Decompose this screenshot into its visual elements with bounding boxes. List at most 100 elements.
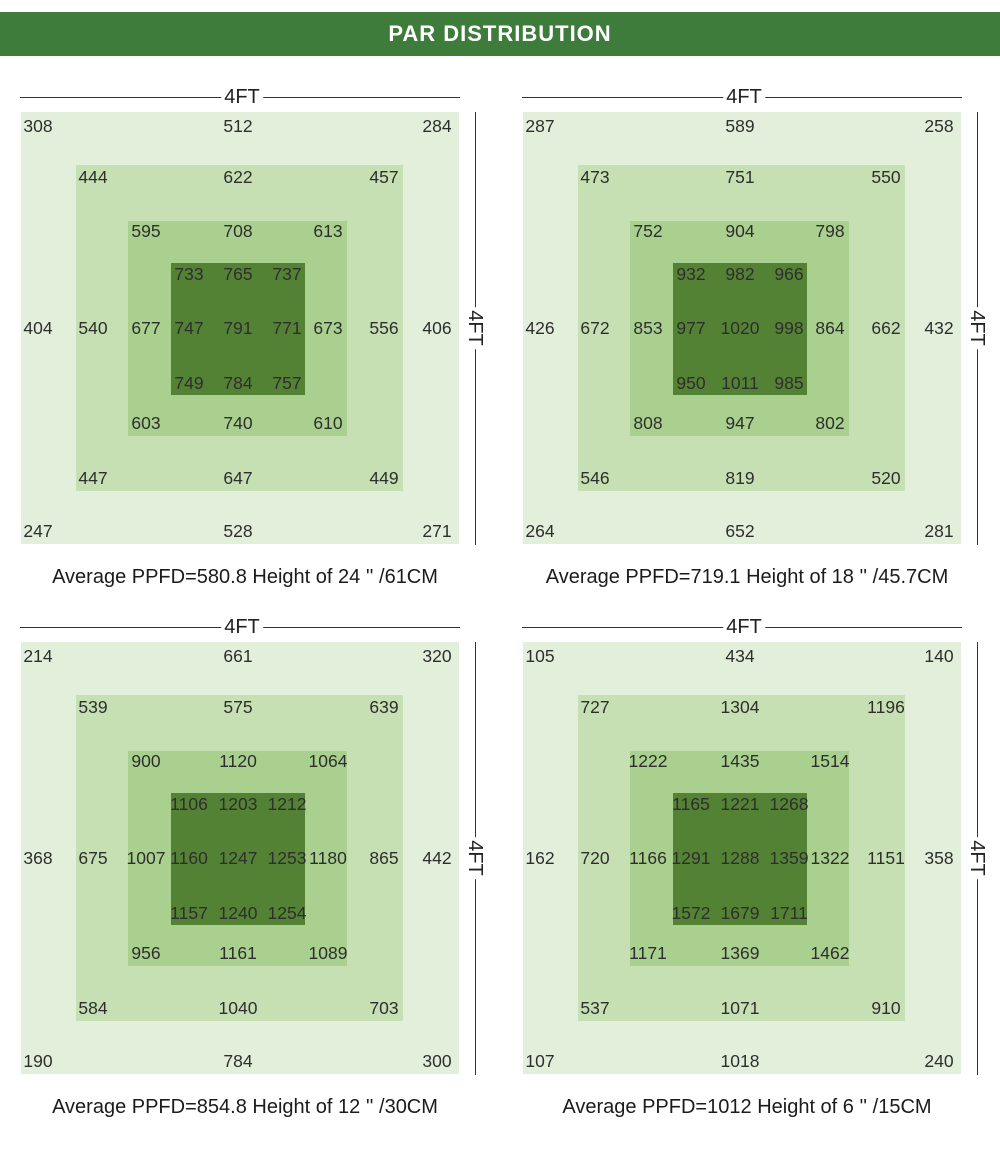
ppfd-value: 1007 [126, 848, 166, 868]
par-map-12in: 4FT 4FT 214 661 320 368 442 190 784 300 539 575 63… [0, 615, 500, 1130]
ppfd-value: 537 [580, 998, 610, 1018]
ppfd-value: 802 [815, 413, 845, 433]
ppfd-value: 675 [78, 848, 108, 868]
ppfd-value: 740 [223, 413, 253, 433]
ppfd-value: 1679 [720, 903, 760, 923]
depth-dimension-label: 4FT [464, 837, 486, 879]
ppfd-value: 1359 [769, 848, 809, 868]
ppfd-value: 1711 [770, 903, 808, 923]
ppfd-value: 426 [525, 318, 555, 338]
ppfd-value: 904 [725, 221, 755, 241]
ppfd-value: 1268 [769, 794, 809, 814]
ppfd-value: 751 [725, 167, 755, 187]
ppfd-value: 308 [23, 116, 53, 136]
ppfd-value: 271 [422, 521, 452, 541]
ppfd-value: 749 [174, 373, 204, 393]
ppfd-value: 765 [223, 264, 253, 284]
width-dimension-label: 4FT [723, 86, 765, 108]
ppfd-value: 1106 [170, 794, 208, 814]
ppfd-value: 747 [174, 318, 204, 338]
ppfd-value: 853 [633, 318, 663, 338]
ppfd-value: 434 [725, 646, 755, 666]
center-zone [171, 263, 305, 395]
width-dimension-label: 4FT [221, 616, 263, 638]
mounting-height: Height of 12 '' /30CM [252, 1096, 438, 1118]
ppfd-value: 447 [78, 468, 108, 488]
ppfd-value: 406 [422, 318, 452, 338]
ppfd-value: 956 [131, 943, 161, 963]
ppfd-value: 449 [369, 468, 399, 488]
ppfd-value: 528 [223, 521, 253, 541]
ppfd-value: 703 [369, 998, 399, 1018]
ppfd-value: 1171 [629, 943, 667, 963]
ppfd-value: 737 [272, 264, 302, 284]
ppfd-value: 950 [676, 373, 706, 393]
ppfd-value: 214 [23, 646, 53, 666]
ppfd-value: 584 [78, 998, 108, 1018]
ppfd-value: 808 [633, 413, 663, 433]
depth-dimension-label: 4FT [966, 837, 988, 879]
ppfd-value: 546 [580, 468, 610, 488]
ppfd-value: 1165 [672, 794, 710, 814]
average-ppfd-caption: Average PPFD=854.8 Height of 12 '' /30CM [0, 1095, 490, 1119]
depth-dimension-label: 4FT [966, 307, 988, 349]
depth-dimension-label: 4FT [464, 307, 486, 349]
ppfd-values: 105 434 140 162 358 107 1018 240 727 1304 1196 720 1… [502, 615, 1000, 1085]
ppfd-value: 1253 [267, 848, 307, 868]
ppfd-value: 1020 [720, 318, 760, 338]
ppfd-value: 432 [924, 318, 954, 338]
ppfd-value: 264 [525, 521, 555, 541]
ppfd-value: 1064 [308, 751, 348, 771]
ppfd-value: 784 [223, 1051, 253, 1071]
ppfd-values: 287 589 258 426 432 264 652 281 473 751 550 672 662 5… [502, 85, 1000, 555]
ppfd-value: 661 [223, 646, 253, 666]
average-ppfd-value: 1012 [707, 1096, 752, 1118]
ppfd-value: 162 [525, 848, 555, 868]
ppfd-value: 520 [871, 468, 901, 488]
ppfd-value: 865 [369, 848, 399, 868]
par-map-24in: 4FT 4FT 308 512 284 404 406 247 528 271 444 622 45… [0, 85, 500, 600]
ppfd-value: 757 [272, 373, 302, 393]
average-ppfd-caption: Average PPFD=719.1 Height of 18 '' /45.7… [502, 565, 992, 589]
ppfd-value: 1254 [267, 903, 307, 923]
ppfd-value: 1435 [720, 751, 760, 771]
ppfd-value: 1222 [628, 751, 668, 771]
average-ppfd-caption: Average PPFD=580.8 Height of 24 '' /61CM [0, 565, 490, 589]
ppfd-value: 550 [871, 167, 901, 187]
average-ppfd-caption: Average PPFD=1012 Height of 6 '' /15CM [502, 1095, 992, 1119]
mounting-height: Height of 6 '' /15CM [757, 1096, 932, 1118]
ppfd-value: 998 [774, 318, 804, 338]
ppfd-value: 1462 [810, 943, 850, 963]
ppfd-value: 1071 [720, 998, 760, 1018]
ppfd-value: 910 [871, 998, 901, 1018]
ppfd-value: 677 [131, 318, 161, 338]
header-banner: PAR DISTRIBUTION [0, 12, 1000, 56]
ppfd-value: 603 [131, 413, 161, 433]
ppfd-value: 932 [676, 264, 706, 284]
ppfd-value: 1203 [218, 794, 258, 814]
center-zone [673, 793, 807, 925]
ppfd-value: 595 [131, 221, 161, 241]
page-title: PAR DISTRIBUTION [388, 21, 612, 46]
ppfd-value: 247 [23, 521, 53, 541]
ppfd-value: 1157 [170, 903, 208, 923]
caption-label: Average PPFD= [545, 566, 691, 588]
ppfd-value: 982 [725, 264, 755, 284]
ppfd-value: 1151 [867, 848, 905, 868]
ppfd-value: 720 [580, 848, 610, 868]
ppfd-value: 985 [774, 373, 804, 393]
ppfd-value: 900 [131, 751, 161, 771]
ppfd-value: 539 [78, 697, 108, 717]
average-ppfd-value: 719.1 [690, 566, 741, 588]
ppfd-value: 300 [422, 1051, 452, 1071]
mounting-height: Height of 24 '' /61CM [252, 566, 438, 588]
caption-label: Average PPFD= [52, 1096, 197, 1118]
ppfd-value: 1160 [170, 848, 208, 868]
ppfd-value: 556 [369, 318, 399, 338]
ppfd-value: 240 [924, 1051, 954, 1071]
ppfd-value: 1120 [219, 751, 257, 771]
ppfd-values: 308 512 284 404 406 247 528 271 444 622 457 540 556 4… [0, 85, 500, 555]
caption-label: Average PPFD= [52, 566, 197, 588]
ppfd-value: 1180 [309, 848, 347, 868]
ppfd-value: 613 [313, 221, 343, 241]
